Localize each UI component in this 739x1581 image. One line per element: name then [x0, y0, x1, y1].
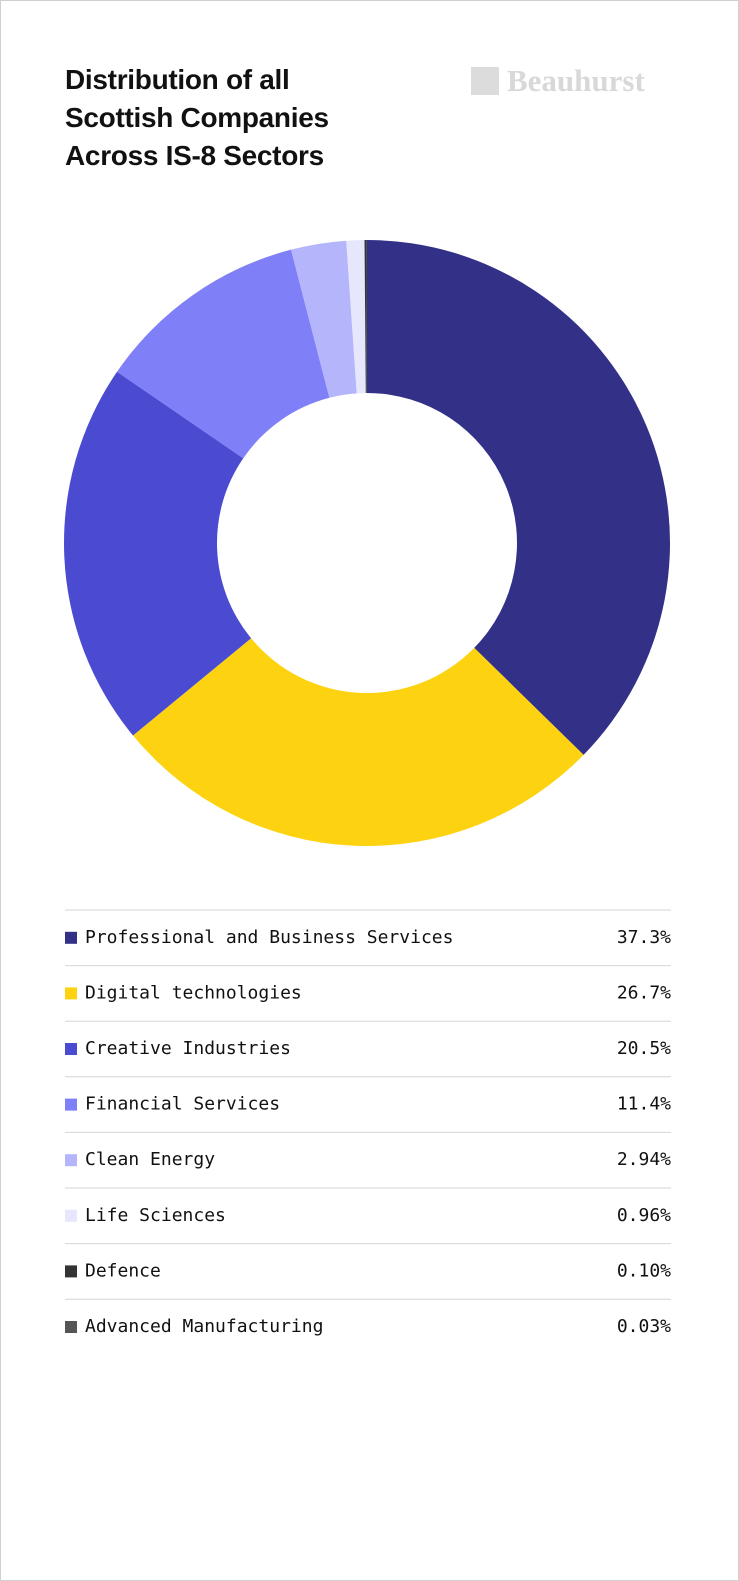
legend-label: Professional and Business Services	[85, 927, 453, 948]
value-label: 0.96%	[617, 1205, 671, 1226]
value-label: 2.94%	[617, 1149, 671, 1170]
donut-slice	[117, 249, 330, 459]
donut-slice	[366, 240, 367, 394]
donut-slice	[346, 240, 366, 394]
legend-swatch	[65, 1043, 77, 1055]
legend-swatch	[65, 987, 77, 1000]
legend-swatch	[65, 1154, 77, 1167]
legend-label: Clean Energy	[85, 1149, 215, 1170]
donut-slice	[132, 638, 584, 847]
legend-label: Creative Industries	[85, 1038, 291, 1059]
value-label: 0.03%	[617, 1316, 671, 1337]
donut-slice	[291, 240, 357, 398]
donut-slice	[367, 240, 670, 755]
legend-label: Defence	[85, 1260, 161, 1281]
donut-slice	[364, 240, 367, 394]
donut-slice	[63, 371, 252, 736]
legend-swatch	[65, 1098, 77, 1111]
logo-mark	[471, 67, 499, 95]
legend-label: Digital technologies	[85, 982, 302, 1003]
value-label: 11.4%	[617, 1094, 671, 1115]
value-label: 20.5%	[617, 1038, 671, 1059]
legend-swatch	[65, 1265, 77, 1278]
legend-swatch	[65, 1209, 77, 1222]
value-label: 37.3%	[617, 927, 671, 948]
legend-swatch	[65, 1321, 77, 1333]
logo-text: Beauhurst	[507, 63, 645, 98]
chart-title: Distribution of all Scottish Companies A…	[65, 64, 329, 171]
logo: Beauhurst	[471, 63, 645, 99]
value-label: 0.10%	[617, 1260, 671, 1281]
legend-label: Advanced Manufacturing	[85, 1316, 323, 1337]
legend-label: Life Sciences	[85, 1205, 226, 1226]
legend-label: Financial Services	[85, 1094, 280, 1115]
value-label: 26.7%	[617, 982, 671, 1003]
legend-swatch	[65, 931, 77, 944]
